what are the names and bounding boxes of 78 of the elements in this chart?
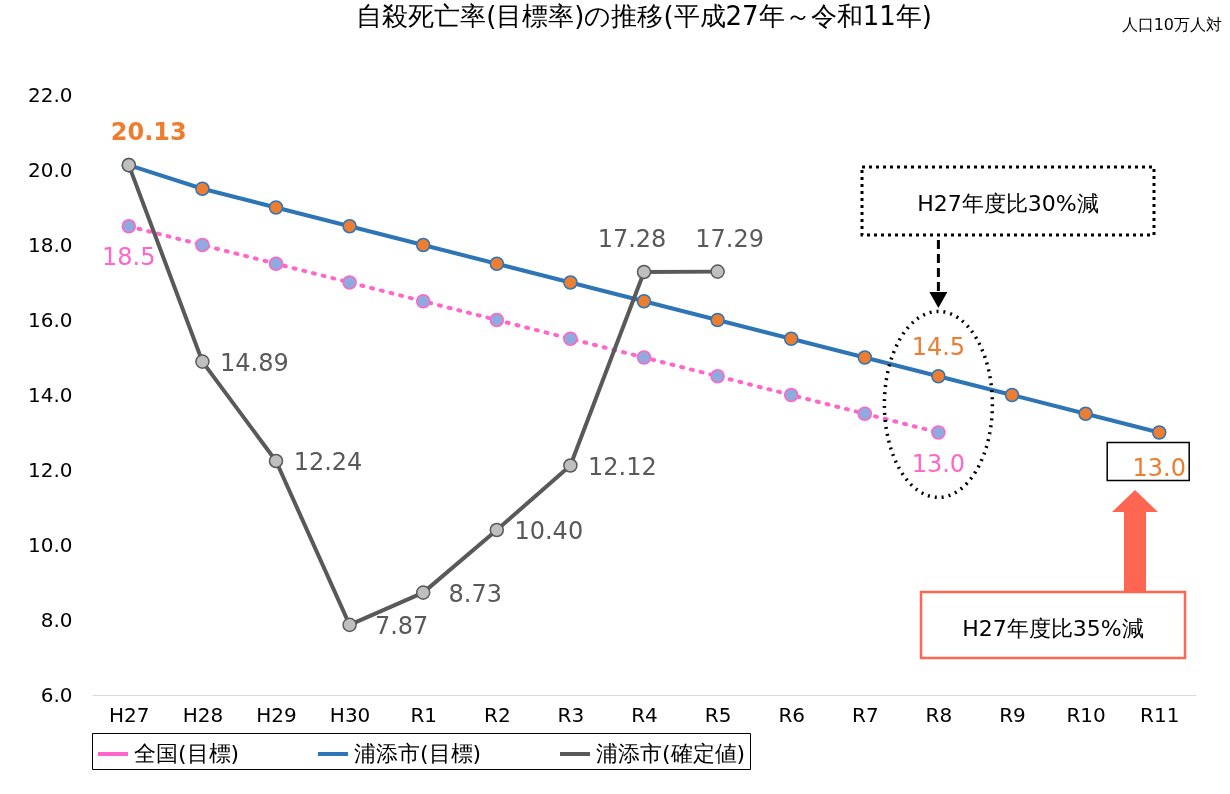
annotation: H27年度比35%減 (962, 616, 1144, 641)
chart-title: 自殺死亡率(目標率)の推移(平成27年～令和11年) (356, 1, 932, 31)
point (857, 350, 873, 365)
point (268, 200, 284, 215)
point (710, 264, 725, 279)
legend-label: 浦添市(目標) (354, 741, 482, 766)
point (563, 275, 578, 290)
annotation: H27年度比30%減 (917, 191, 1099, 216)
y-tick-label: 18.0 (27, 232, 73, 257)
x-tick-label: R11 (1140, 702, 1180, 727)
data-label: 10.40 (514, 517, 584, 545)
y-tick-label: 20.0 (27, 157, 73, 182)
point (195, 181, 210, 197)
data-label: 20.13 (110, 118, 187, 147)
point (415, 237, 431, 253)
x-tick-label: H28 (182, 702, 224, 727)
y-tick-label: 22.0 (27, 82, 73, 107)
point (268, 453, 284, 469)
point (415, 585, 431, 600)
x-tick-label: R7 (851, 702, 879, 727)
data-label: 12.24 (293, 448, 363, 476)
point (415, 293, 431, 309)
point (636, 293, 652, 309)
point (710, 368, 725, 384)
data-label: 14.89 (220, 348, 289, 377)
x-tick-label: R6 (778, 702, 806, 727)
x-tick-label: H29 (256, 702, 297, 727)
x-tick-label: R2 (483, 702, 511, 727)
data-label: 17.28 (597, 225, 667, 253)
point (710, 312, 725, 328)
point (636, 350, 652, 365)
point (783, 387, 799, 403)
point (489, 256, 505, 272)
point (783, 331, 799, 347)
point (195, 237, 210, 253)
point (342, 617, 357, 633)
x-tick-label: H27 (109, 702, 150, 727)
data-label: 8.73 (448, 579, 502, 608)
data-label: 7.87 (374, 611, 429, 640)
point (563, 458, 578, 473)
x-tick-label: R4 (631, 702, 658, 727)
y-tick-label: 16.0 (27, 307, 73, 332)
data-label: 14.5 (911, 333, 966, 362)
y-tick-label: 14.0 (27, 382, 73, 407)
point (931, 368, 946, 384)
point (636, 264, 652, 280)
point (121, 218, 137, 234)
point (1078, 406, 1093, 422)
point (342, 218, 357, 234)
x-tick-label: R1 (410, 702, 438, 727)
legend-label: 全国(目標) (134, 741, 240, 766)
x-tick-label: R10 (1066, 702, 1106, 727)
y-tick-label: 8.0 (40, 607, 73, 632)
data-label: 13.0 (1132, 453, 1186, 482)
point (342, 275, 357, 290)
x-tick-label: H30 (329, 702, 371, 727)
data-label: 12.12 (588, 452, 657, 481)
point (268, 256, 284, 272)
x-tick-label: R9 (999, 702, 1026, 727)
data-label: 17.29 (695, 224, 764, 253)
data-label: 13.0 (911, 449, 966, 478)
point (931, 425, 946, 440)
y-tick-label: 12.0 (27, 457, 73, 482)
point (489, 312, 505, 328)
point (1004, 387, 1020, 403)
point (563, 331, 578, 347)
data-label: 18.5 (102, 243, 156, 272)
point (1151, 425, 1167, 440)
point (489, 522, 505, 538)
x-tick-label: R3 (557, 702, 585, 727)
y-tick-label: 6.0 (40, 682, 73, 707)
y-tick-label: 10.0 (27, 532, 73, 557)
point (195, 354, 210, 369)
legend-label: 浦添市(確定値) (596, 741, 746, 766)
x-tick-label: R5 (704, 702, 732, 727)
x-tick-label: R8 (925, 702, 953, 727)
text: 人口10万人対 (1121, 15, 1222, 34)
point (857, 406, 873, 422)
